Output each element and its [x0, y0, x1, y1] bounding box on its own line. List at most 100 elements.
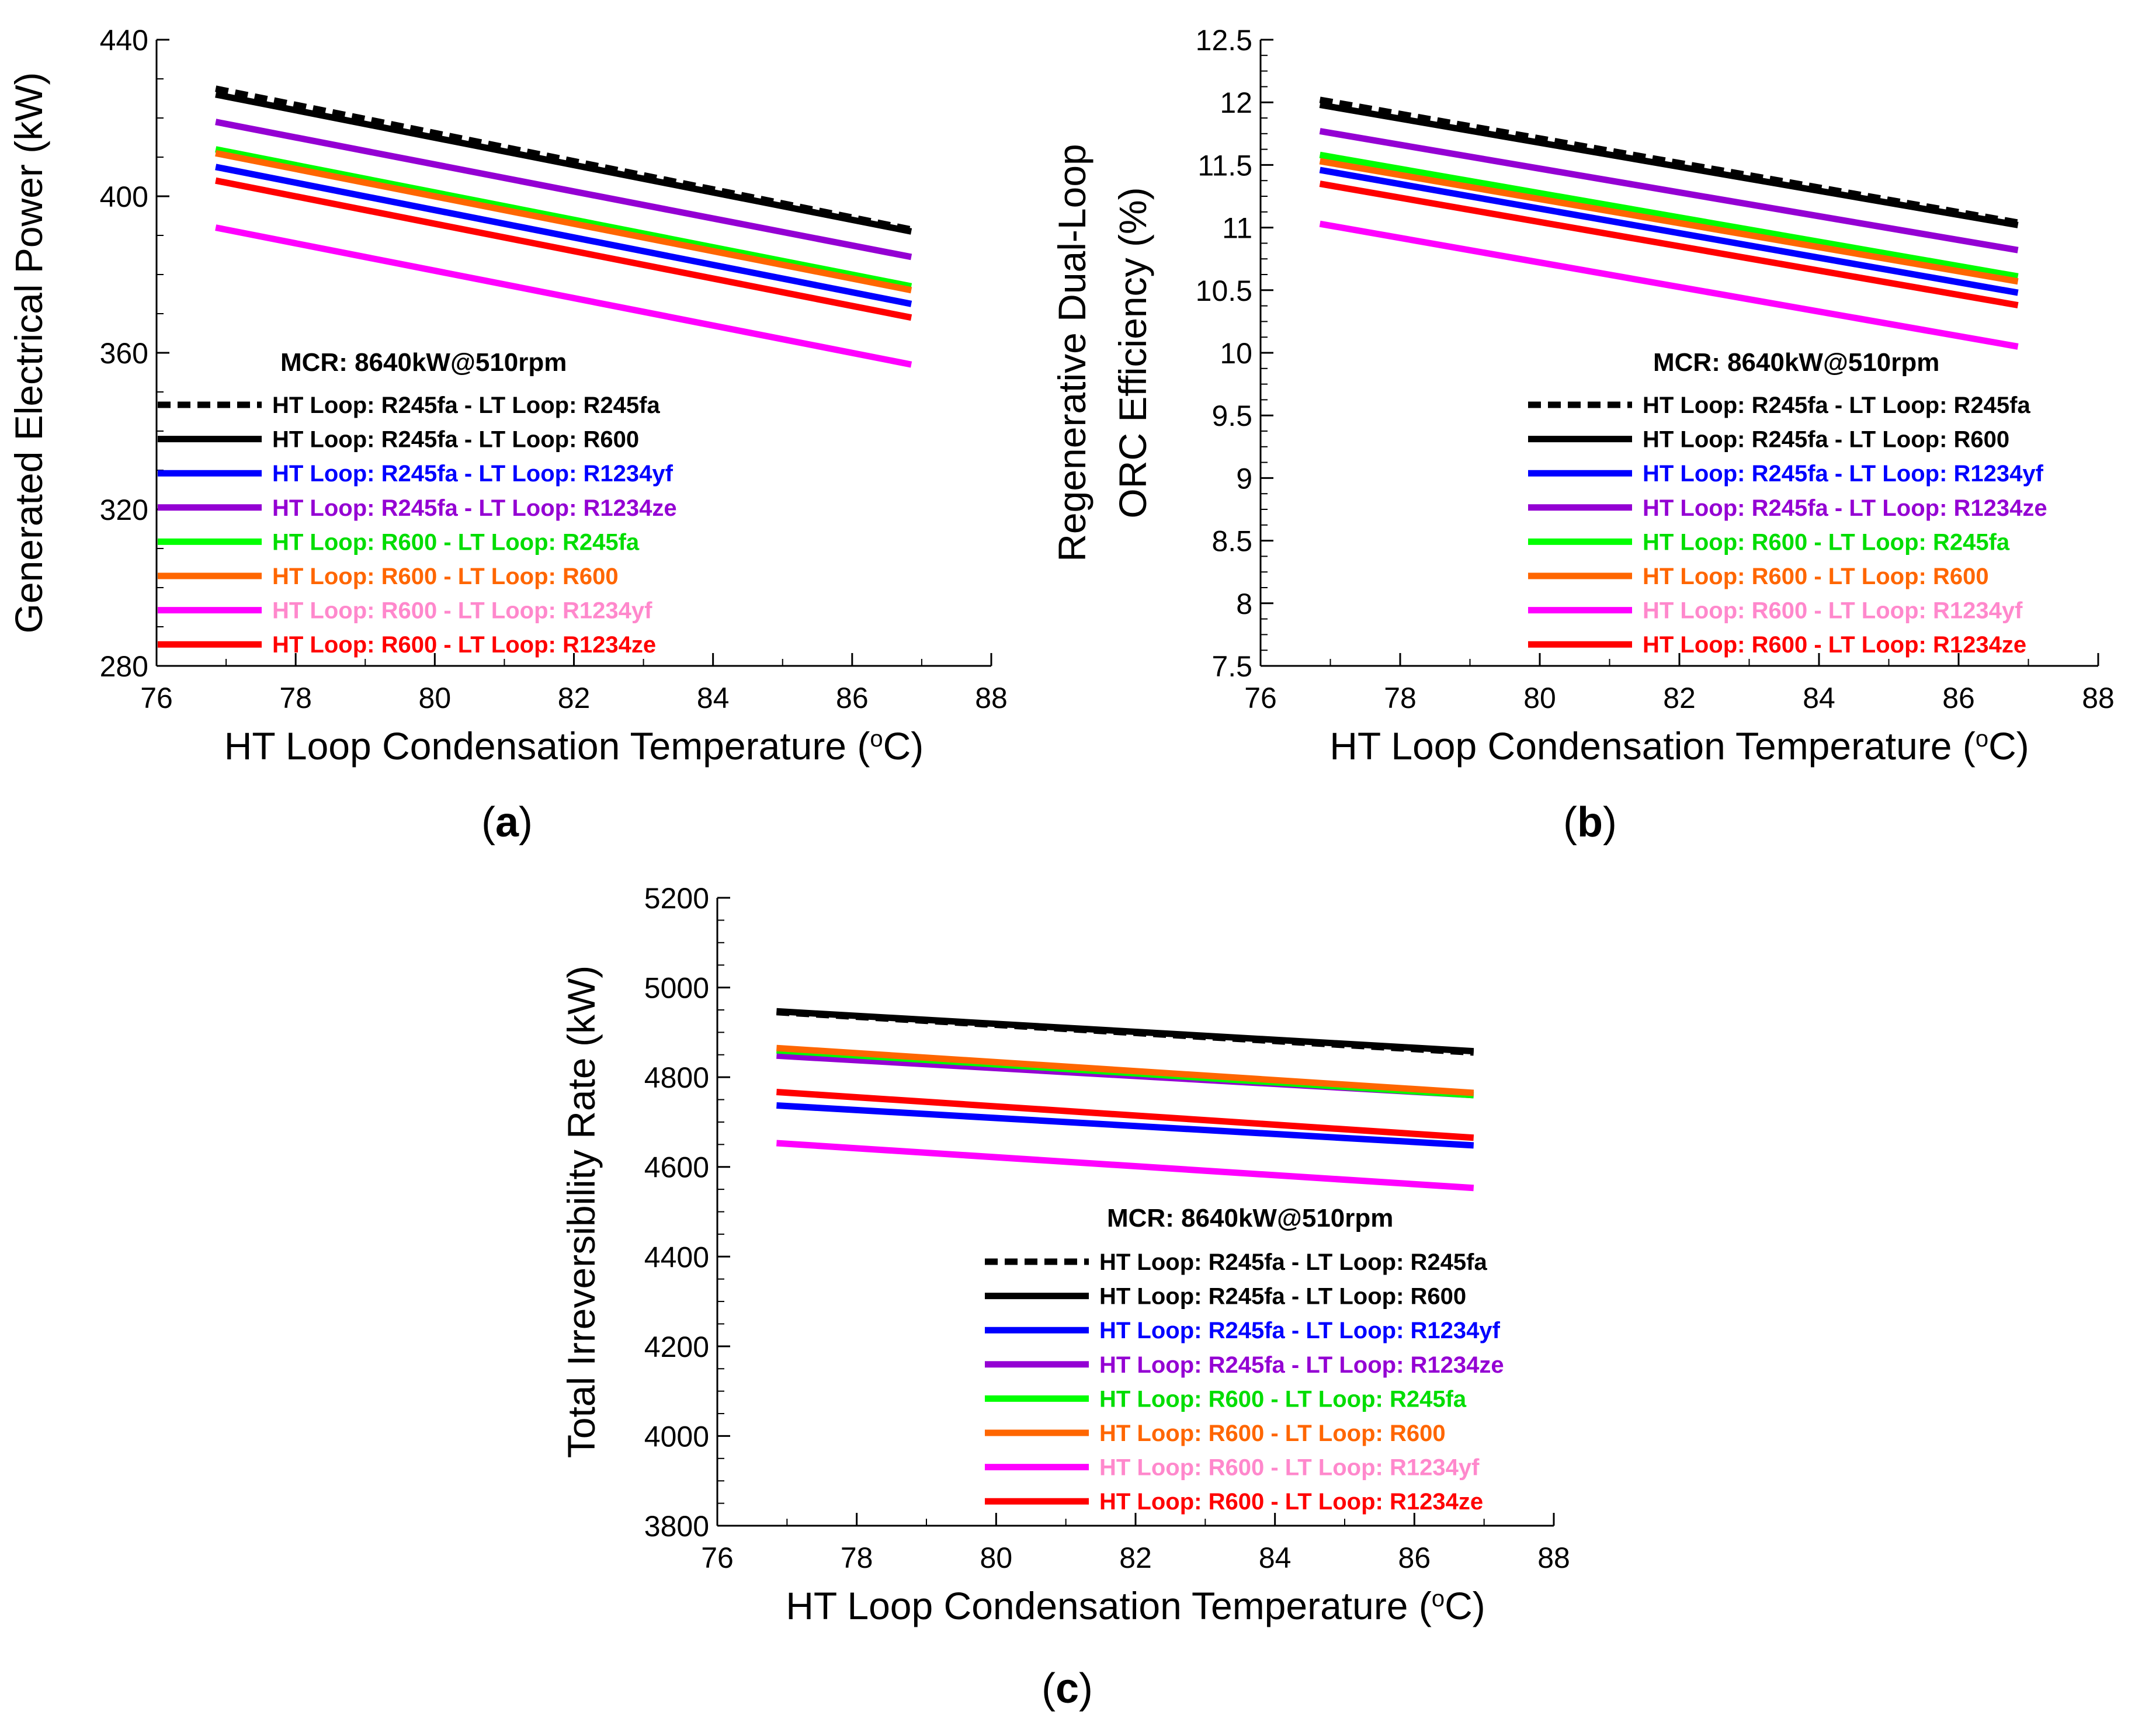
legend-label-5: HT Loop: R600 - LT Loop: R245fa [1643, 529, 2010, 555]
legend-label-1: HT Loop: R245fa - LT Loop: R245fa [1099, 1249, 1487, 1275]
legend-label-3: HT Loop: R245fa - LT Loop: R1234yf [1099, 1318, 1501, 1343]
legend: MCR: 8640kW@510rpm HT Loop: R245fa - LT L… [158, 348, 677, 658]
y-tick-label: 11.5 [1197, 149, 1252, 182]
x-tick-label: 76 [701, 1541, 734, 1574]
series-line-6 [776, 1044, 1474, 1096]
series-line-4 [215, 119, 912, 261]
legend-label-2: HT Loop: R245fa - LT Loop: R600 [1099, 1284, 1466, 1310]
legend-label-4: HT Loop: R245fa - LT Loop: R1234ze [272, 495, 677, 521]
y-tick-label: 9 [1236, 462, 1252, 495]
x-tick-label: 78 [279, 682, 312, 714]
legend-label-7: HT Loop: R600 - LT Loop: R1234yf [1643, 598, 2023, 624]
legend: MCR: 8640kW@510rpm HT Loop: R245fa - LT L… [1528, 348, 2047, 658]
x-tick-label: 84 [697, 682, 730, 714]
series-line-2 [776, 1008, 1474, 1055]
panel-label-a: (a) [481, 799, 533, 846]
chart-panel-b: 7.5 8 8.5 9 9.5 10 10.5 11 11.5 12 12.5 76 78 80 82 84 8… [1050, 24, 2115, 768]
legend-label-4: HT Loop: R245fa - LT Loop: R1234ze [1099, 1352, 1504, 1378]
y-tick-label: 5200 [644, 882, 709, 915]
legend-label-6: HT Loop: R600 - LT Loop: R600 [272, 564, 619, 589]
legend-title: MCR: 8640kW@510rpm [1107, 1204, 1393, 1232]
x-tick-label: 88 [1537, 1541, 1570, 1574]
x-tick-label: 84 [1259, 1541, 1292, 1574]
x-tick-label: 88 [2082, 682, 2115, 714]
series-line-8 [776, 1089, 1474, 1141]
legend-label-1: HT Loop: R245fa - LT Loop: R245fa [1643, 393, 2030, 418]
y-tick-label: 3800 [644, 1510, 709, 1543]
x-tick-label: 80 [980, 1541, 1013, 1574]
series-line-6 [215, 150, 912, 294]
panel-label-b: (b) [1563, 799, 1617, 846]
legend-label-8: HT Loop: R600 - LT Loop: R1234ze [1643, 632, 2026, 658]
y-tick-label: 5000 [644, 972, 709, 1005]
x-tick-label: 86 [1942, 682, 1975, 714]
legend-label-8: HT Loop: R600 - LT Loop: R1234ze [1099, 1489, 1483, 1515]
y-tick-label: 4400 [644, 1241, 709, 1273]
x-tick-label: 78 [841, 1541, 873, 1574]
x-tick-label: 76 [1244, 682, 1277, 714]
legend-label-2: HT Loop: R245fa - LT Loop: R600 [272, 427, 639, 453]
x-axis-label: HT Loop Condensation Temperature (oC) [224, 724, 924, 768]
legend: MCR: 8640kW@510rpm HT Loop: R245fa - LT L… [985, 1204, 1504, 1515]
legend-label-1: HT Loop: R245fa - LT Loop: R245fa [272, 393, 660, 418]
legend-label-5: HT Loop: R600 - LT Loop: R245fa [1099, 1386, 1467, 1412]
series-line-4 [1319, 128, 2019, 254]
series-line-3 [1319, 166, 2019, 296]
y-tick-label: 8 [1236, 588, 1252, 620]
legend-title: MCR: 8640kW@510rpm [1653, 348, 1939, 377]
x-tick-label: 82 [558, 682, 591, 714]
y-tick-label: 440 [100, 24, 148, 57]
legend-label-7: HT Loop: R600 - LT Loop: R1234yf [272, 598, 652, 624]
legend-label-8: HT Loop: R600 - LT Loop: R1234ze [272, 632, 656, 658]
y-tick-label: 360 [100, 337, 148, 370]
panel-label-c: (c) [1042, 1665, 1093, 1712]
legend-label-5: HT Loop: R600 - LT Loop: R245fa [272, 529, 640, 555]
y-tick-label: 4800 [644, 1061, 709, 1094]
series-line-8 [215, 177, 912, 321]
x-tick-label: 86 [836, 682, 869, 714]
y-tick-label: 11 [1222, 212, 1252, 245]
x-axis-label: HT Loop Condensation Temperature (oC) [1329, 724, 2029, 768]
y-tick-label: 10.5 [1196, 275, 1252, 307]
series-line-7 [776, 1140, 1474, 1192]
series-line-3 [776, 1102, 1474, 1149]
chart-panel-a: 280 320 360 400 440 76 78 80 82 84 86 88 HT Loop Con… [7, 24, 1008, 768]
legend-label-7: HT Loop: R600 - LT Loop: R1234yf [1099, 1455, 1480, 1481]
series-line-8 [1319, 180, 2019, 308]
x-tick-label: 82 [1663, 682, 1696, 714]
legend-label-3: HT Loop: R245fa - LT Loop: R1234yf [1643, 461, 2044, 487]
y-tick-label: 320 [100, 494, 148, 526]
y-tick-label: 8.5 [1211, 525, 1252, 558]
y-tick-label: 12.5 [1196, 24, 1252, 57]
legend-label-6: HT Loop: R600 - LT Loop: R600 [1099, 1421, 1446, 1446]
legend-label-4: HT Loop: R245fa - LT Loop: R1234ze [1643, 495, 2047, 521]
x-tick-label: 80 [419, 682, 452, 714]
x-tick-label: 82 [1119, 1541, 1152, 1574]
y-tick-label: 280 [100, 650, 148, 683]
series-line-6 [1319, 158, 2019, 285]
legend-label-2: HT Loop: R245fa - LT Loop: R600 [1643, 427, 2009, 453]
x-tick-label: 80 [1523, 682, 1556, 714]
y-axis-label: Generated Electrical Power (kW) [7, 72, 50, 634]
y-tick-label: 9.5 [1211, 400, 1252, 432]
y-tick-label: 4200 [644, 1331, 709, 1363]
series-line-5 [215, 146, 912, 290]
series-line-2 [1319, 102, 2019, 228]
y-axis-label-line2: ORC Efficiency (%) [1111, 187, 1154, 518]
y-axis-label: Total Irreversibility Rate (kW) [560, 966, 603, 1458]
legend-label-3: HT Loop: R245fa - LT Loop: R1234yf [272, 461, 674, 487]
y-tick-label: 12 [1220, 86, 1252, 119]
y-tick-label: 7.5 [1211, 650, 1252, 683]
y-axis-label: Regenerative Dual-Loop [1050, 144, 1093, 561]
y-tick-label: 4600 [644, 1151, 709, 1184]
series-line-3 [215, 164, 912, 307]
x-tick-label: 88 [975, 682, 1008, 714]
series-line-2 [215, 91, 912, 235]
x-tick-label: 84 [1803, 682, 1835, 714]
chart-panel-c: 3800 4000 4200 4400 4600 4800 5000 5200 76 78 80 82… [560, 882, 1570, 1627]
series-line-7 [215, 224, 912, 368]
x-axis-label: HT Loop Condensation Temperature (oC) [786, 1584, 1485, 1627]
series-line-5 [1319, 151, 2019, 280]
legend-title: MCR: 8640kW@510rpm [280, 348, 567, 377]
